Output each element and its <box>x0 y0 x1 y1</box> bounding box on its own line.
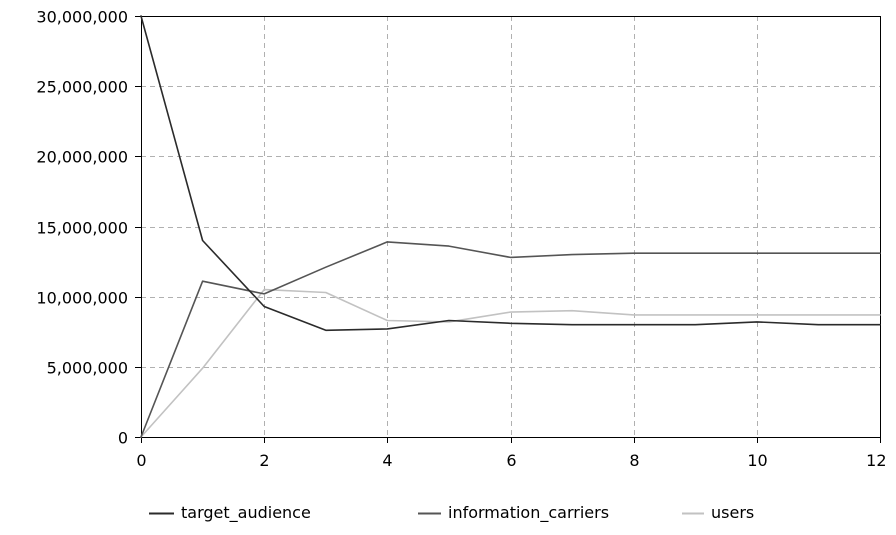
y-tick-label: 30,000,000 <box>36 8 128 27</box>
y-tick-label: 0 <box>118 429 128 448</box>
series-line-target-audience <box>140 15 881 332</box>
y-tick-label: 15,000,000 <box>36 219 128 238</box>
legend-label-users: users <box>711 503 754 522</box>
series-line-information-carriers <box>140 241 881 438</box>
plot-area <box>141 16 880 437</box>
x-tick-label: 0 <box>136 451 146 470</box>
y-tick-label: 5,000,000 <box>47 359 128 378</box>
series-line-users <box>140 288 881 438</box>
x-tick-label: 2 <box>259 451 269 470</box>
y-tick-label: 20,000,000 <box>36 148 128 167</box>
x-tick-label: 12 <box>866 451 886 470</box>
legend-label-information-carriers: information_carriers <box>448 503 609 523</box>
x-tick-label: 10 <box>747 451 767 470</box>
x-tick-label: 4 <box>382 451 392 470</box>
x-tick-label: 6 <box>506 451 516 470</box>
y-tick-label: 10,000,000 <box>36 289 128 308</box>
y-tick-label: 25,000,000 <box>36 78 128 97</box>
x-tick-label: 8 <box>629 451 639 470</box>
legend-label-target-audience: target_audience <box>181 503 311 523</box>
